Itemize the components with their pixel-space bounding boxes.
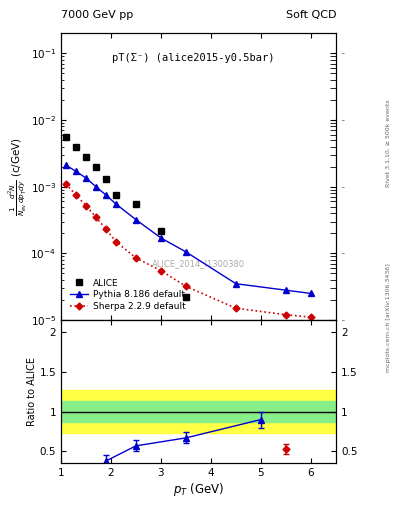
Legend: ALICE, Pythia 8.186 default, Sherpa 2.2.9 default: ALICE, Pythia 8.186 default, Sherpa 2.2.… xyxy=(65,274,190,315)
Text: Soft QCD: Soft QCD xyxy=(286,10,336,20)
Y-axis label: Ratio to ALICE: Ratio to ALICE xyxy=(27,357,37,426)
Text: 7000 GeV pp: 7000 GeV pp xyxy=(61,10,133,20)
Text: mcplots.cern.ch [arXiv:1306.3436]: mcplots.cern.ch [arXiv:1306.3436] xyxy=(386,263,391,372)
Text: Rivet 3.1.10, ≥ 500k events: Rivet 3.1.10, ≥ 500k events xyxy=(386,99,391,187)
X-axis label: $p_T$ (GeV): $p_T$ (GeV) xyxy=(173,481,224,498)
Bar xyxy=(61,390,336,433)
Text: pT(Σ⁻) (alice2015-y0.5bar): pT(Σ⁻) (alice2015-y0.5bar) xyxy=(112,53,274,63)
Bar xyxy=(61,401,336,422)
Text: ALICE_2014_I1300380: ALICE_2014_I1300380 xyxy=(152,260,245,268)
Y-axis label: $\frac{1}{N_{ev}}\frac{d^2N}{dp_{T}dy}$ (c/GeV): $\frac{1}{N_{ev}}\frac{d^2N}{dp_{T}dy}$ … xyxy=(7,137,28,216)
